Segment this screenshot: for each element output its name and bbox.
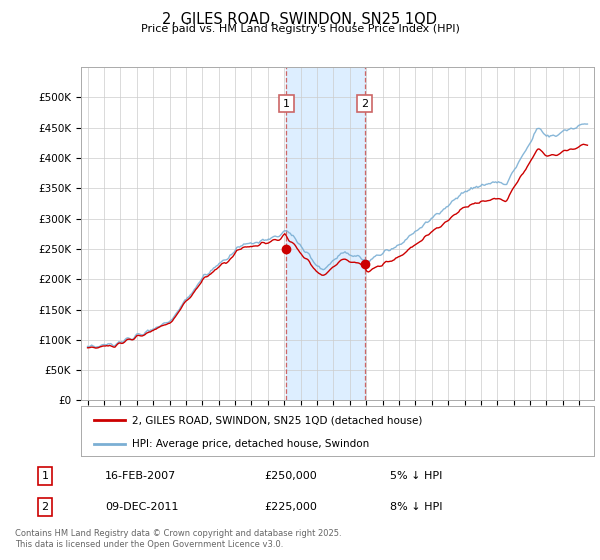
Text: 8% ↓ HPI: 8% ↓ HPI (390, 502, 443, 512)
Text: 09-DEC-2011: 09-DEC-2011 (105, 502, 179, 512)
Text: £225,000: £225,000 (264, 502, 317, 512)
Text: Price paid vs. HM Land Registry's House Price Index (HPI): Price paid vs. HM Land Registry's House … (140, 24, 460, 34)
Text: 2, GILES ROAD, SWINDON, SN25 1QD: 2, GILES ROAD, SWINDON, SN25 1QD (163, 12, 437, 27)
Text: 5% ↓ HPI: 5% ↓ HPI (390, 471, 442, 481)
Text: 1: 1 (283, 99, 290, 109)
Text: 2, GILES ROAD, SWINDON, SN25 1QD (detached house): 2, GILES ROAD, SWINDON, SN25 1QD (detach… (133, 415, 422, 425)
Text: 16-FEB-2007: 16-FEB-2007 (105, 471, 176, 481)
Text: Contains HM Land Registry data © Crown copyright and database right 2025.
This d: Contains HM Land Registry data © Crown c… (15, 529, 341, 549)
Bar (286, 67, 365, 400)
Text: 2: 2 (41, 502, 49, 512)
Text: 1: 1 (41, 471, 49, 481)
Text: HPI: Average price, detached house, Swindon: HPI: Average price, detached house, Swin… (133, 439, 370, 449)
Text: 2: 2 (361, 99, 368, 109)
Text: £250,000: £250,000 (264, 471, 317, 481)
